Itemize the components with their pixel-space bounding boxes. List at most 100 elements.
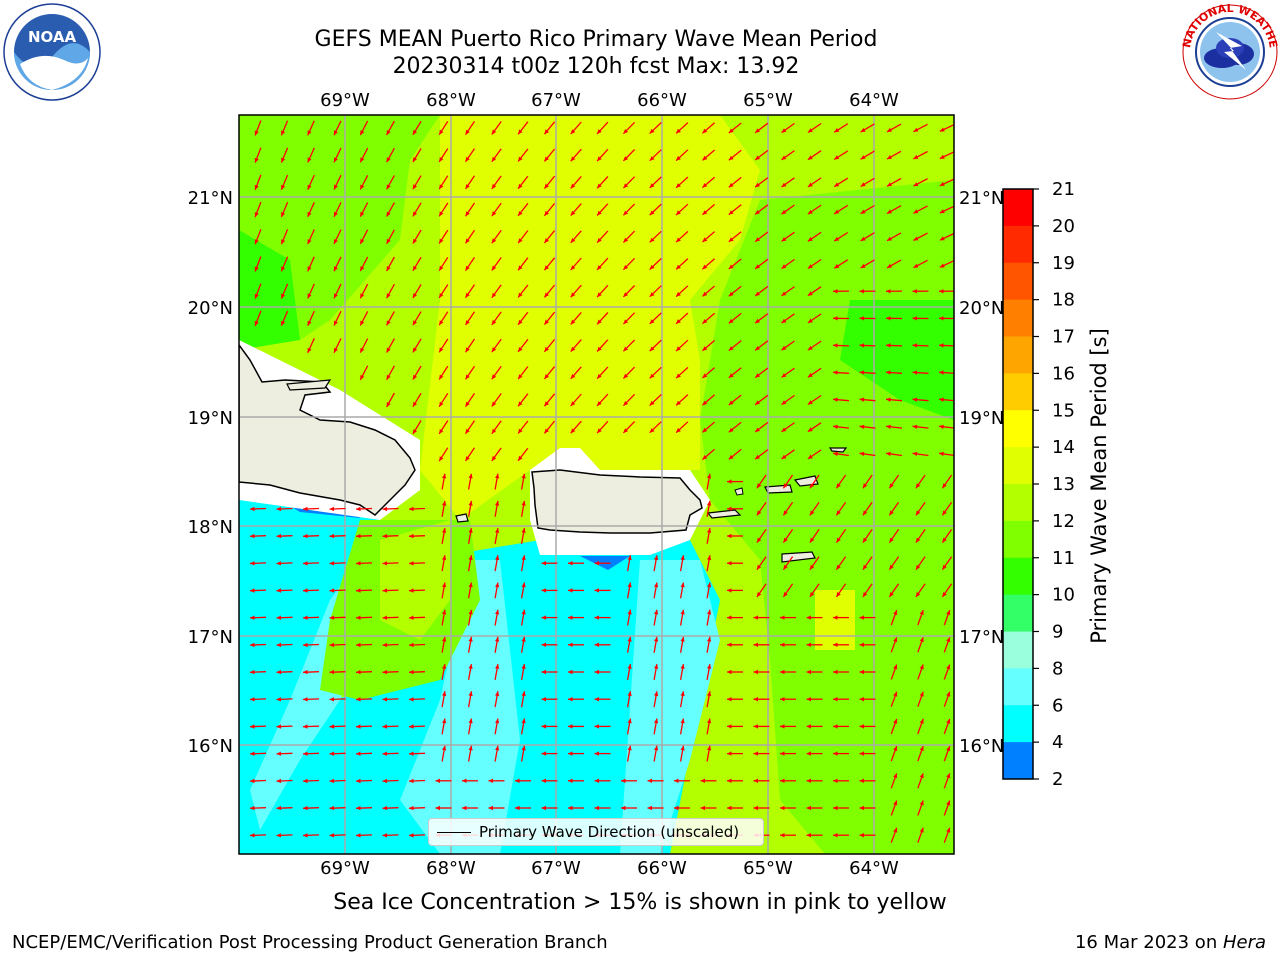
wave-arrow-head xyxy=(521,528,526,533)
wave-arrow-head xyxy=(468,664,473,669)
wave-arrow-head xyxy=(702,183,708,188)
wave-arrow-head xyxy=(702,346,708,351)
wave-arrow-head xyxy=(621,805,626,811)
wave-arrow-head xyxy=(334,266,338,272)
wave-arrow-head xyxy=(594,669,599,675)
wave-arrow-head xyxy=(919,637,924,643)
wave-arrow-head xyxy=(809,483,815,489)
wave-arrow-head xyxy=(568,778,573,783)
wave-arrow-head xyxy=(836,564,841,570)
lat-label-left: 18°N xyxy=(188,517,233,538)
culebra-island xyxy=(734,487,744,496)
wave-arrow-head xyxy=(627,718,632,724)
wave-arrow-head xyxy=(702,319,708,324)
wave-arrow-head xyxy=(887,263,892,268)
wave-arrow-head xyxy=(623,373,629,379)
wave-arrow-head xyxy=(597,319,602,325)
wave-arrow-head xyxy=(946,610,951,616)
wave-arrow-head xyxy=(807,400,813,405)
wave-arrow-head xyxy=(859,724,864,729)
wave-arrow-head xyxy=(939,127,945,132)
wave-arrow-head xyxy=(946,746,951,752)
lon-label-bottom: 65°W xyxy=(743,858,793,879)
wave-arrow-head xyxy=(860,236,866,241)
wave-arrow-head xyxy=(412,129,418,135)
wave-arrow-head xyxy=(939,263,945,268)
wave-arrow-head xyxy=(254,130,259,136)
colorbar-segment xyxy=(1003,668,1033,706)
wave-arrow-head xyxy=(809,537,815,543)
wave-arrow-head xyxy=(942,537,947,543)
wave-arrow-head xyxy=(862,564,868,570)
wave-arrow-head xyxy=(412,293,418,298)
wave-arrow-head xyxy=(360,320,365,326)
wave-arrow-head xyxy=(544,210,549,216)
wave-arrow-head xyxy=(491,183,497,189)
wave-arrow-head xyxy=(807,236,813,242)
lon-label-bottom: 69°W xyxy=(320,858,370,879)
wave-arrow-head xyxy=(780,669,785,675)
wave-arrow-head xyxy=(276,642,282,648)
colorbar-segment xyxy=(1003,336,1033,374)
wave-arrow-head xyxy=(303,533,308,539)
wave-arrow-head xyxy=(680,664,685,669)
wave-arrow-head xyxy=(518,129,523,135)
wave-arrow-head xyxy=(654,609,659,615)
wave-arrow-head xyxy=(755,182,760,188)
wave-arrow-head xyxy=(753,751,758,756)
wave-arrow-head xyxy=(807,209,813,215)
wave-arrow-head xyxy=(521,718,526,724)
wave-arrow-head xyxy=(939,181,945,186)
wave-arrow-head xyxy=(360,374,365,380)
wave-arrow-head xyxy=(886,370,891,375)
wave-arrow-head xyxy=(939,397,944,402)
wave-arrow-head xyxy=(780,751,785,756)
wave-arrow-head xyxy=(412,320,418,326)
wave-arrow-head xyxy=(276,561,282,566)
wave-arrow-head xyxy=(495,609,500,615)
wave-arrow-head xyxy=(889,537,894,543)
wave-arrow-head xyxy=(915,510,921,516)
wave-arrow-head xyxy=(412,401,418,407)
wave-arrow-head xyxy=(893,827,898,833)
wave-arrow-head xyxy=(276,588,282,593)
wave-arrow-head xyxy=(654,745,659,751)
wave-arrow-head xyxy=(780,697,785,702)
colorbar-tick-label: 14 xyxy=(1052,437,1075,458)
colorbar-segment xyxy=(1003,520,1033,559)
wave-arrow-head xyxy=(386,184,391,190)
wave-arrow-head xyxy=(654,636,659,642)
wave-arrow-head xyxy=(307,347,312,353)
wave-arrow-head xyxy=(488,805,493,811)
wave-arrow-head xyxy=(409,642,414,648)
puerto-rico-land xyxy=(531,469,703,534)
wave-arrow-head xyxy=(465,428,470,434)
wave-arrow-head xyxy=(946,691,951,697)
wave-arrow-head xyxy=(568,724,573,729)
wave-arrow-head xyxy=(491,211,497,217)
wave-arrow-head xyxy=(893,610,898,616)
wave-arrow-head xyxy=(307,157,312,163)
wave-arrow-head xyxy=(834,264,840,269)
wave-arrow-head xyxy=(307,293,312,299)
wave-arrow-head xyxy=(707,745,712,751)
footer-host: Hera xyxy=(1222,932,1266,953)
wave-arrow-head xyxy=(329,805,335,811)
wave-arrow-head xyxy=(382,805,388,811)
wave-arrow-head xyxy=(627,609,632,615)
wave-arrow-head xyxy=(946,773,951,779)
wave-arrow-head xyxy=(360,347,365,353)
wave-arrow-head xyxy=(806,778,811,783)
wave-arrow-head xyxy=(727,588,732,593)
wave-arrow-head xyxy=(862,510,868,516)
wave-arrow-head xyxy=(913,209,919,214)
colorbar-tick-label: 18 xyxy=(1052,290,1075,311)
wave-arrow-head xyxy=(753,669,758,675)
wave-arrow-head xyxy=(541,778,546,783)
wave-arrow-head xyxy=(859,669,864,675)
wave-arrow-head xyxy=(939,370,944,375)
colorbar-title: Primary Wave Mean Period [s] xyxy=(1087,328,1111,644)
wave-arrow-head xyxy=(806,724,811,729)
wave-arrow-head xyxy=(946,664,951,670)
wave-arrow-head xyxy=(465,238,470,244)
